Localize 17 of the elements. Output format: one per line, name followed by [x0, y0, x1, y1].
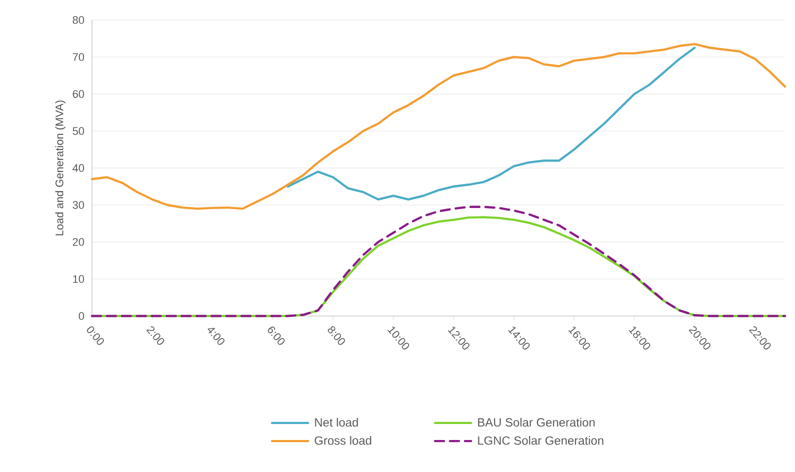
y-tick-label: 50	[72, 127, 84, 135]
legend-label: LGNC Solar Generation	[478, 436, 604, 445]
legend-label: BAU Solar Generation	[478, 418, 595, 427]
x-tick-label: 6:00	[268, 326, 285, 345]
legend-label: Gross load	[314, 436, 372, 445]
legend-label: Net load	[315, 418, 358, 427]
line-series	[286, 46, 696, 201]
y-tick-label: 0	[78, 312, 84, 320]
y-tick-label: 40	[72, 164, 84, 172]
y-tick-label: 80	[72, 16, 84, 24]
y-tick-label: 20	[72, 238, 84, 246]
y-tick-label: 10	[73, 275, 84, 283]
y-axis-title: Load and Generation (MVA)	[55, 100, 66, 236]
y-tick-label: 70	[72, 53, 84, 61]
y-tick-label: 30	[72, 201, 84, 209]
x-tick-label: 4:00	[208, 328, 224, 345]
y-tick-label: 60	[72, 90, 84, 98]
